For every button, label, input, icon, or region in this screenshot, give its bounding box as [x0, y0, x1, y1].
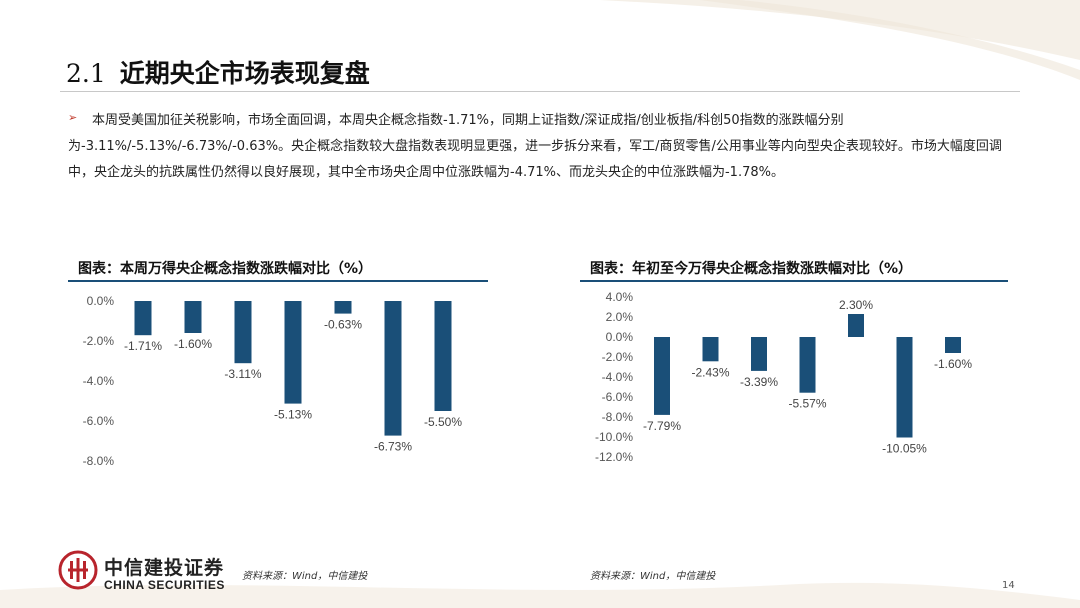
chart-1-value-label: -1.60%	[174, 337, 212, 351]
chart-2-bar	[799, 337, 816, 393]
chart-1-value-label: -6.73%	[374, 440, 412, 454]
chart-1-ytick-label: 0.0%	[87, 294, 115, 308]
page-title: 2.1 近期央企市场表现复盘	[66, 54, 370, 90]
chart-1-bar	[134, 301, 152, 336]
chart-2-ytick-label: 4.0%	[606, 290, 634, 304]
chart-2-ytick-label: -12.0%	[595, 450, 633, 464]
chart-1-bar	[434, 301, 452, 411]
chart-2-value-label: -2.43%	[691, 365, 729, 379]
section-number: 2.1	[66, 59, 106, 88]
chart-2-value-label: -5.57%	[788, 397, 826, 411]
chart-1-ytick-label: -8.0%	[83, 454, 115, 468]
chart-2-title-rule	[580, 280, 1008, 282]
chart-2-bar	[848, 314, 864, 337]
chart-2-bar	[702, 337, 719, 362]
chart-1-ytick-label: -2.0%	[83, 334, 115, 348]
summary-paragraph: 本周受美国加征关税影响，市场全面回调，本周央企概念指数-1.71%，同期上证指数…	[68, 113, 1002, 180]
chart-1-bar	[234, 301, 252, 364]
chart-2-value-label: -3.39%	[740, 375, 778, 389]
logo-name-en: CHINA SECURITIES	[104, 578, 225, 592]
chart-1-ytick-label: -4.0%	[83, 374, 115, 388]
chart-2-bar	[945, 337, 961, 353]
chart-2-ytick-label: -8.0%	[602, 410, 634, 424]
chart-1-value-label: -3.11%	[224, 367, 261, 381]
chart-2-value-label: -7.79%	[643, 419, 681, 433]
bullet-arrow-icon: ➢	[68, 111, 78, 124]
chart-2-value-label: -1.60%	[934, 357, 972, 371]
chart-2-value-label: 2.30%	[839, 298, 873, 312]
chart-2-source: 资料来源：Wind，中信建投	[590, 571, 716, 582]
chart-2-bar	[654, 337, 670, 415]
chart-1-ytick-label: -6.0%	[83, 414, 115, 428]
chart-1-bar	[284, 301, 302, 404]
chart-2-ytick-label: -2.0%	[602, 350, 634, 364]
chart-2-ytick-label: -10.0%	[595, 430, 633, 444]
chart-1-value-label: -1.71%	[124, 339, 162, 353]
title-text: 近期央企市场表现复盘	[119, 59, 370, 88]
chart-2-ytick-label: 0.0%	[606, 330, 634, 344]
chart-2-title: 图表：年初至今万得央企概念指数涨跌幅对比（%）	[590, 261, 913, 277]
chart-2-ytick-label: -6.0%	[602, 390, 634, 404]
chart-1-value-label: -0.63%	[324, 318, 362, 332]
chart-1-title-rule	[68, 280, 488, 282]
title-divider	[60, 91, 1020, 92]
page-number: 14	[1002, 580, 1015, 591]
chart-1-bar	[184, 301, 202, 333]
chart-2-bar	[751, 337, 767, 371]
logo-name-cn: 中信建投证券	[104, 557, 225, 579]
chart-2-value-label: -10.05%	[882, 442, 927, 456]
chart-2-bar	[896, 337, 913, 438]
china-securities-logo-icon	[58, 550, 98, 590]
chart-1-value-label: -5.13%	[274, 408, 312, 422]
chart-1-bar	[384, 301, 402, 436]
chart-1-value-label: -5.50%	[424, 415, 462, 429]
chart-1-source: 资料来源：Wind，中信建投	[242, 571, 368, 582]
chart-2-ytick-label: 2.0%	[606, 310, 634, 324]
chart-2-ytick-label: -4.0%	[602, 370, 634, 384]
chart-1-bar	[334, 301, 352, 314]
chart-1-title: 图表：本周万得央企概念指数涨跌幅对比（%）	[78, 261, 373, 277]
